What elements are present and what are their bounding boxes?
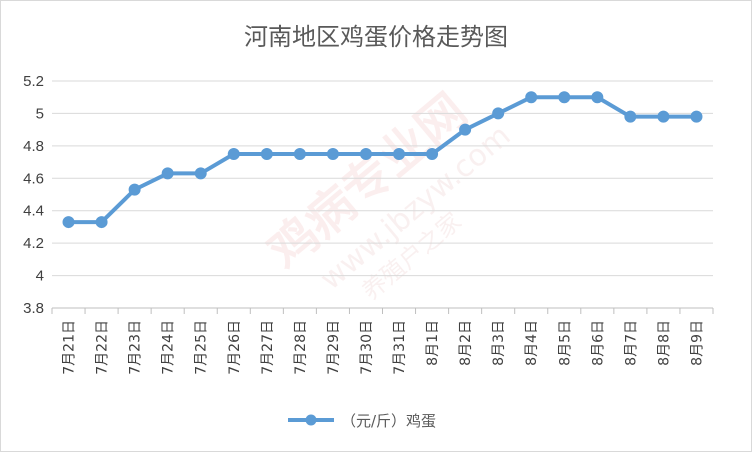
data-point <box>293 147 306 160</box>
data-point <box>690 110 703 123</box>
data-point <box>657 110 670 123</box>
series <box>62 91 703 229</box>
data-point <box>492 107 505 120</box>
chart-title: 河南地区鸡蛋价格走势图 <box>244 23 508 51</box>
data-point <box>227 147 240 160</box>
x-tick-label: 8月4日 <box>524 320 540 366</box>
y-tick-label: 4 <box>36 268 44 285</box>
x-tick-label: 8月2日 <box>458 320 474 366</box>
x-tick-label: 7月31日 <box>392 320 408 375</box>
data-point <box>591 91 604 104</box>
y-axis: 3.8 4 4.2 4.4 4.6 4.8 5 5.2 <box>23 73 44 317</box>
legend-marker <box>305 414 317 426</box>
x-tick-label: 7月28日 <box>293 320 309 375</box>
legend-label: （元/斤）鸡蛋 <box>341 412 436 430</box>
x-tick-label: 7月30日 <box>359 320 375 375</box>
data-point <box>624 110 637 123</box>
x-tick-label: 8月3日 <box>491 320 507 366</box>
x-tick-label: 8月9日 <box>689 320 705 366</box>
x-tick-label: 8月6日 <box>590 320 606 366</box>
y-tick-label: 4.8 <box>23 138 44 155</box>
data-point <box>128 183 141 196</box>
data-point <box>161 167 174 180</box>
y-tick-label: 5.2 <box>23 73 44 90</box>
x-tick-label: 8月8日 <box>656 320 672 366</box>
data-point <box>393 147 406 160</box>
x-tick-label: 7月26日 <box>227 320 243 375</box>
x-axis: 7月21日 7月22日 7月23日 7月24日 7月25日 7月26日 7月27日 7月28日… <box>51 308 714 375</box>
watermark: 鸡病专业网 www.jbzyw.com 养殖户之家 <box>258 83 518 306</box>
x-tick-label: 8月5日 <box>557 320 573 366</box>
data-point <box>194 167 207 180</box>
x-tick-label: 7月23日 <box>128 320 144 375</box>
x-tick-label: 7月25日 <box>194 320 210 375</box>
x-tick-label: 7月27日 <box>260 320 276 375</box>
y-tick-label: 5 <box>36 105 44 122</box>
x-tick-label: 7月21日 <box>62 320 78 375</box>
y-tick-label: 3.8 <box>23 300 44 317</box>
x-tick-label: 7月24日 <box>161 320 177 375</box>
data-point <box>62 216 75 229</box>
data-point <box>359 147 372 160</box>
data-point <box>260 147 273 160</box>
legend: （元/斤）鸡蛋 <box>288 412 436 430</box>
y-tick-label: 4.4 <box>23 203 44 220</box>
x-tick-label: 7月22日 <box>95 320 111 375</box>
y-tick-label: 4.2 <box>23 235 44 252</box>
y-tick-label: 4.6 <box>23 170 44 187</box>
data-point <box>558 91 571 104</box>
x-tick-label: 8月1日 <box>425 320 441 366</box>
x-tick-label: 7月29日 <box>326 320 342 375</box>
data-point <box>459 123 472 136</box>
data-point <box>95 216 108 229</box>
x-tick-label: 8月7日 <box>623 320 639 366</box>
data-point <box>326 147 339 160</box>
data-point <box>525 91 538 104</box>
data-point <box>426 147 439 160</box>
